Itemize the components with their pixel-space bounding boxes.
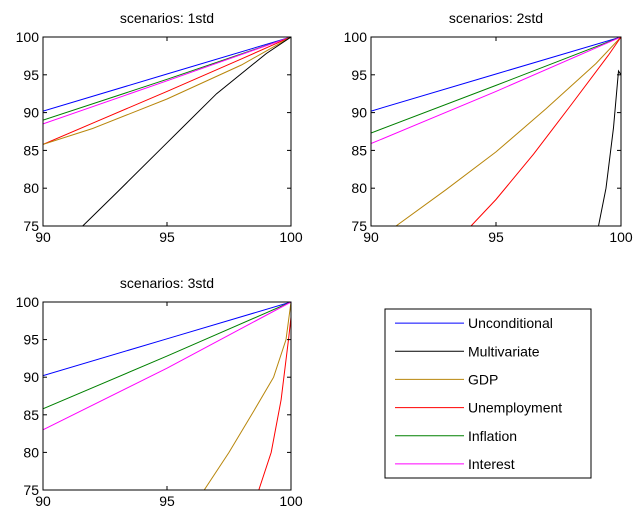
chart-panel-3: scenarios: 3std 90 95 100 75 80 85 90 95 100: [16, 275, 303, 509]
y-tick-label: 90: [23, 369, 39, 385]
y-tick-label: 90: [23, 105, 39, 121]
chart-panel-1: scenarios: 1std 90 95 100 75 80 85 90 95 100: [16, 10, 303, 245]
series-line-unconditional: [43, 37, 291, 112]
series-line-unemployment: [470, 37, 621, 226]
legend-label: Inflation: [468, 428, 517, 444]
legend-label: Unconditional: [468, 315, 553, 331]
axes-frame: [42, 301, 292, 491]
legend-label: Unemployment: [468, 400, 562, 416]
x-tick-label: 100: [279, 229, 303, 245]
chart-title: scenarios: 2std: [449, 10, 543, 26]
axes-frame: [42, 36, 292, 227]
x-tick-label: 95: [159, 229, 175, 245]
chart-title: scenarios: 3std: [120, 275, 214, 291]
x-tick-label: 95: [488, 229, 504, 245]
series-line-interest: [43, 302, 291, 431]
series-line-inflation: [43, 302, 291, 410]
y-tick-label: 80: [351, 180, 367, 196]
y-tick-label: 75: [351, 218, 367, 234]
series-line-gdp: [203, 302, 291, 490]
x-tick-label: 100: [609, 229, 633, 245]
y-tick-label: 85: [23, 407, 39, 423]
series-line-unconditional: [43, 302, 291, 377]
series-line-interest: [371, 37, 621, 145]
x-tick-label: 100: [279, 493, 303, 509]
y-tick-label: 90: [351, 105, 367, 121]
y-tick-label: 95: [23, 67, 39, 83]
series-line-gdp: [395, 37, 621, 226]
series-line-multivariate: [598, 69, 621, 226]
series-line-inflation: [371, 37, 621, 134]
y-tick-label: 95: [351, 67, 367, 83]
axes-frame: [370, 36, 622, 227]
chart-panel-2: scenarios: 2std 90 95 100 75 80 85 90 95 100: [344, 10, 633, 245]
series-line-gdp: [43, 37, 291, 145]
x-tick-label: 90: [363, 229, 379, 245]
y-tick-label: 85: [351, 142, 367, 158]
y-tick-label: 80: [23, 180, 39, 196]
y-tick-label: 75: [23, 482, 39, 498]
legend: Unconditional Multivariate GDP Unemployment…: [384, 308, 592, 479]
x-tick-label: 90: [35, 229, 51, 245]
chart-title: scenarios: 1std: [120, 10, 214, 26]
y-tick-label: 100: [344, 29, 368, 45]
y-tick-label: 95: [23, 332, 39, 348]
legend-box: [384, 308, 592, 479]
x-tick-label: 95: [159, 493, 175, 509]
series-line-unemployment: [258, 316, 291, 490]
series-line-unconditional: [371, 37, 621, 112]
y-tick-label: 75: [23, 218, 39, 234]
y-tick-label: 100: [16, 294, 40, 310]
series-line-unemployment: [43, 37, 291, 145]
series-line-interest: [43, 37, 291, 125]
series-line-inflation: [43, 37, 291, 121]
x-tick-label: 90: [35, 493, 51, 509]
legend-label: GDP: [468, 371, 498, 387]
y-tick-label: 100: [16, 29, 40, 45]
legend-label: Interest: [468, 456, 515, 472]
legend-label: Multivariate: [468, 343, 540, 359]
series-line-multivariate: [82, 37, 291, 226]
y-tick-label: 80: [23, 444, 39, 460]
y-tick-label: 85: [23, 142, 39, 158]
